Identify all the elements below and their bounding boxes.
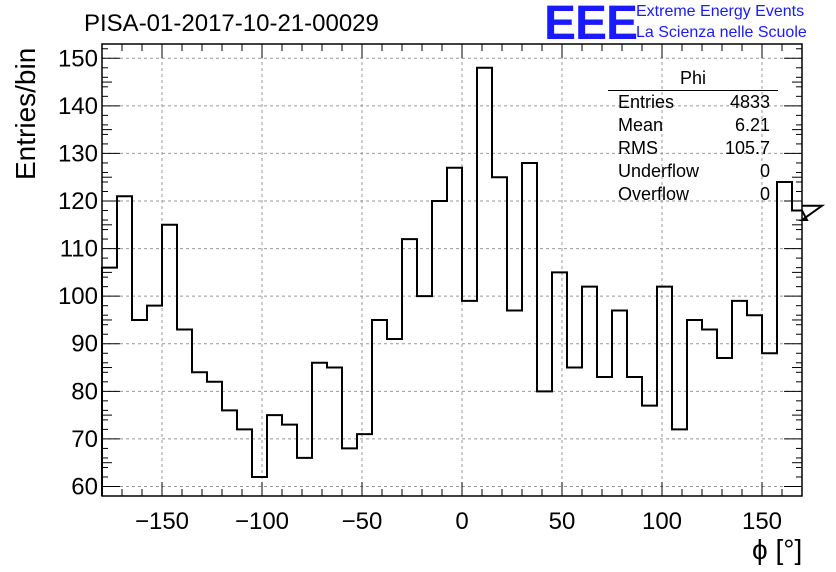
x-tick-label: −50 [342, 508, 383, 535]
histogram-step-line [101, 66, 826, 496]
histogram-bin [762, 353, 777, 496]
stats-label: Underflow [618, 161, 700, 181]
logo-line-2: La Scienza nelle Scuole [636, 24, 807, 41]
stats-label: Mean [618, 115, 664, 135]
histogram-bin [372, 320, 387, 496]
y-tick-label: 90 [71, 331, 98, 358]
grid-lines [102, 44, 802, 496]
histogram-bin [462, 301, 477, 496]
stats-value: 0 [759, 161, 770, 181]
histogram-bin [327, 368, 342, 496]
histogram-bin [192, 372, 207, 496]
histogram-bin [132, 320, 147, 496]
stats-row-mean: Mean 6.21 [608, 114, 778, 137]
histogram-bin [732, 301, 747, 496]
histogram-bin [627, 377, 642, 496]
histogram-bin [657, 287, 672, 496]
y-tick-label: 70 [71, 426, 98, 453]
histogram-bin [297, 458, 312, 496]
histogram-bin [747, 315, 762, 496]
histogram-bin [447, 168, 462, 496]
histogram-bin [582, 287, 597, 496]
histogram-bin [552, 272, 567, 496]
histogram-bin [387, 339, 402, 496]
stats-value: 6.21 [734, 115, 770, 135]
stats-row-entries: Entries 4833 [608, 91, 778, 114]
y-tick-label: 140 [58, 93, 98, 120]
stats-value: 105.7 [724, 138, 770, 158]
histogram-bin [477, 68, 492, 496]
stats-title: Phi [608, 66, 778, 91]
stats-label: Entries [618, 92, 675, 112]
histogram-bin [117, 196, 132, 496]
axes [101, 43, 803, 497]
histogram-bin [567, 368, 582, 496]
stats-label: RMS [618, 138, 658, 158]
histogram-bin [282, 425, 297, 496]
histogram-bin [537, 391, 552, 496]
histogram-bin [597, 377, 612, 496]
x-tick-label: −100 [235, 508, 289, 535]
chart-title: PISA-01-2017-10-21-00029 [84, 10, 379, 37]
histogram-bin [402, 239, 417, 496]
x-tick-label: 0 [455, 508, 468, 535]
tick-labels: −150 −100 −50 0 50 100 150 60 70 80 90 100 110 120 130… [58, 45, 782, 535]
plot-frame [101, 43, 803, 497]
eee-logo: EEE [544, 0, 638, 50]
x-tick-label: 100 [642, 508, 682, 535]
histogram-bin [612, 310, 627, 496]
y-tick-label: 100 [58, 283, 98, 310]
histogram-bin [492, 177, 507, 496]
histogram-bin [522, 163, 537, 496]
histogram-bin [417, 296, 432, 496]
histogram-bin [717, 358, 732, 496]
histogram-bin [237, 429, 252, 496]
histogram-bin [267, 415, 282, 496]
histogram-bin [177, 329, 192, 496]
histogram-bin [672, 429, 687, 496]
histogram-bin [312, 363, 327, 496]
stats-label: Overflow [618, 184, 690, 204]
stats-value: 4833 [729, 92, 770, 112]
stats-value: 0 [759, 184, 770, 204]
histogram-bin [147, 306, 162, 496]
histogram-bin [702, 329, 717, 496]
histogram-bin [357, 434, 372, 496]
logo-line-1: Extreme Energy Events [636, 3, 805, 20]
histogram-bin [342, 448, 357, 496]
stats-row-underflow: Underflow 0 [608, 160, 778, 183]
histogram-bin [207, 382, 222, 496]
histogram-bin [252, 477, 267, 496]
y-tick-label: 150 [58, 45, 98, 72]
histogram-bin [222, 410, 237, 496]
histogram-bin [162, 225, 177, 496]
y-tick-label: 80 [71, 378, 98, 405]
y-tick-label: 120 [58, 188, 98, 215]
stats-row-rms: RMS 105.7 [608, 137, 778, 160]
x-tick-label: 150 [742, 508, 782, 535]
histogram-outline [101, 66, 826, 496]
x-tick-label: −150 [135, 508, 189, 535]
y-tick-label: 130 [58, 140, 98, 167]
histogram-bin [642, 406, 657, 496]
y-tick-label: 60 [71, 473, 98, 500]
histogram-bin [507, 310, 522, 496]
stats-box: Phi Entries 4833 Mean 6.21 RMS 105.7 Und… [608, 66, 778, 206]
x-tick-label: 50 [549, 508, 576, 535]
histogram-bin [432, 201, 447, 496]
ticks [101, 44, 803, 496]
x-axis-label: ϕ [°] [752, 534, 803, 565]
histogram-bin [777, 182, 792, 496]
stats-row-overflow: Overflow 0 [608, 183, 778, 206]
histogram-bin [687, 320, 702, 496]
y-tick-label: 110 [60, 236, 98, 263]
